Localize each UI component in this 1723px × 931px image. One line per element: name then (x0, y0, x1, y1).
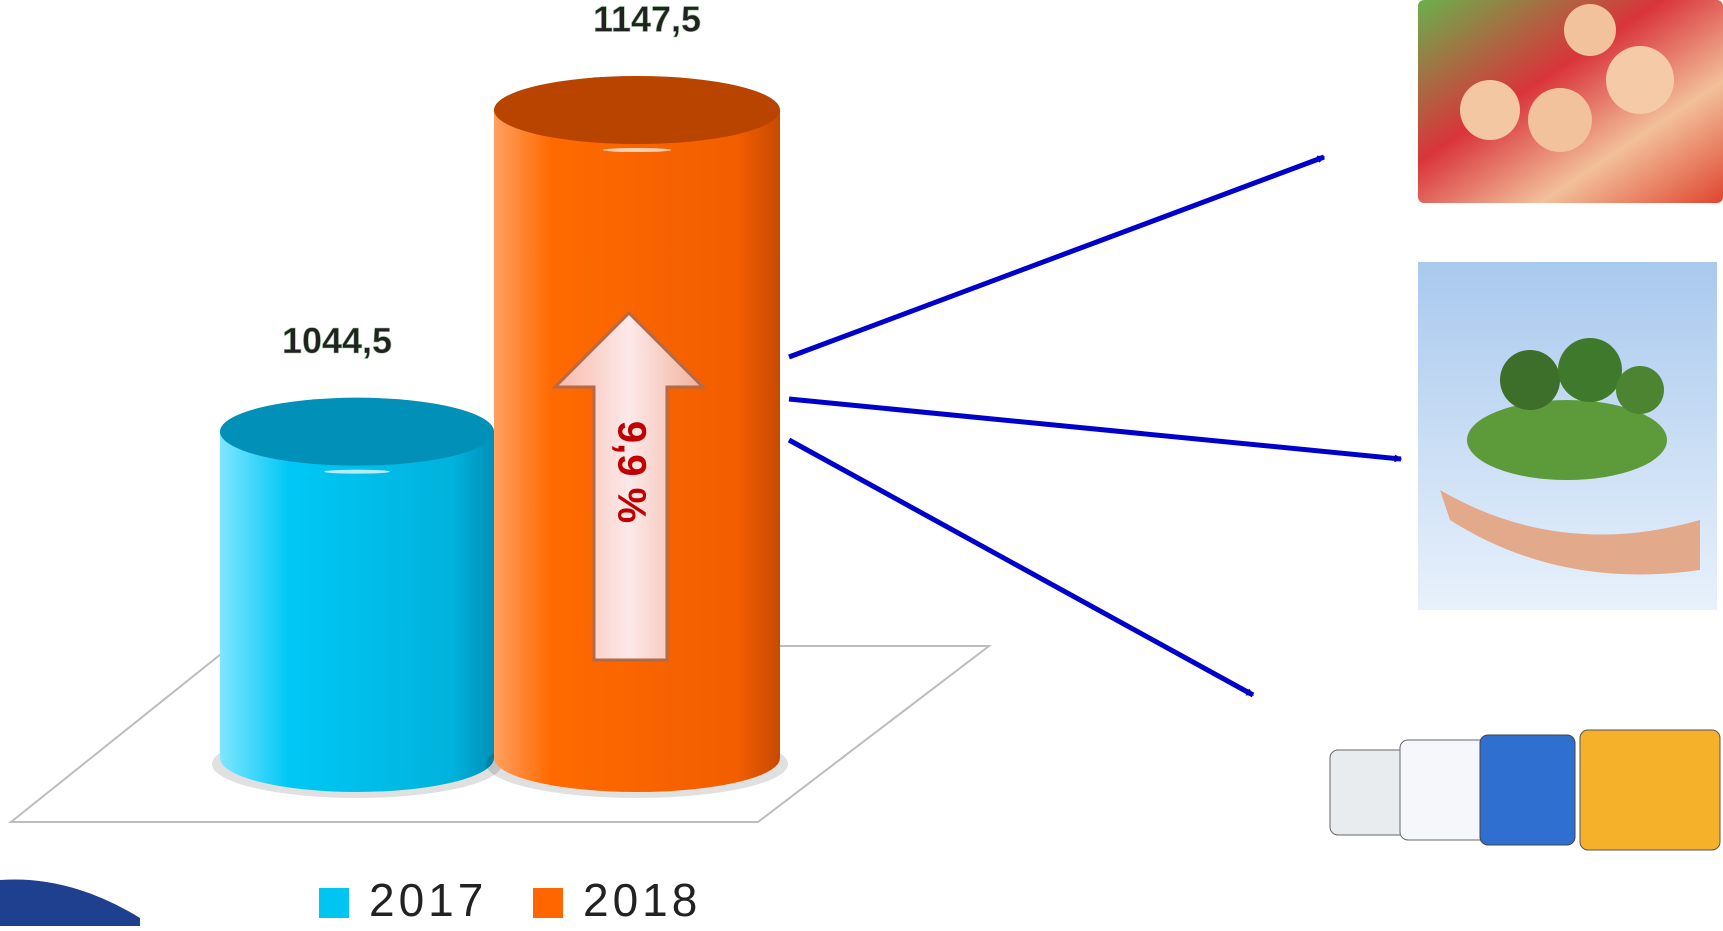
legend: 2017 2018 (319, 874, 701, 926)
legend-swatch (319, 888, 349, 918)
legend-label: 2018 (583, 874, 701, 926)
legend-swatch (533, 888, 563, 918)
value-label: 1044,5 (282, 320, 392, 361)
arrow (788, 396, 1401, 459)
transport-photo (1329, 729, 1721, 851)
family-photo (1418, 0, 1723, 203)
bar (220, 431, 494, 758)
legend-label: 2017 (369, 874, 487, 926)
bar-top (494, 76, 780, 145)
nature-photo (1418, 262, 1717, 610)
bar-top (220, 397, 494, 466)
bar-highlight (602, 148, 672, 153)
arrow (787, 437, 1255, 698)
direction-arrows (787, 154, 1401, 698)
arrow (788, 154, 1324, 360)
value-label: 1147,5 (593, 0, 701, 40)
bars (212, 76, 788, 798)
decoration (0, 879, 140, 926)
annotation: 9,9 % (609, 421, 653, 523)
bar-highlight (324, 469, 390, 474)
growth-arrow: 9,9 % (551, 310, 707, 662)
